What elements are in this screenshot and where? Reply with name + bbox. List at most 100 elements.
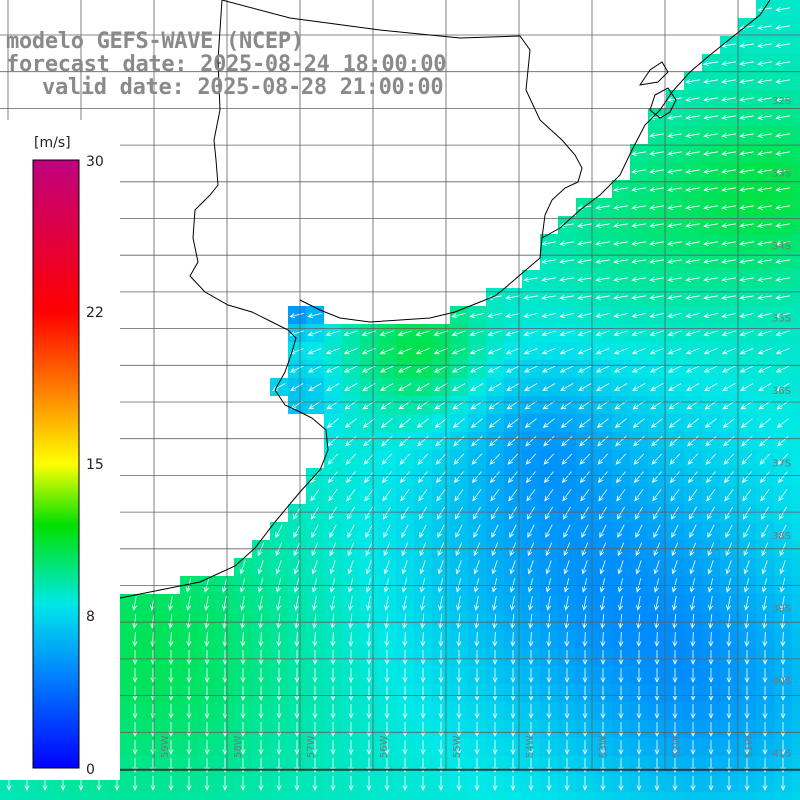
wind-arrow — [474, 631, 480, 647]
wind-arrow — [397, 348, 412, 355]
wind-arrow — [168, 704, 174, 719]
wind-arrow — [668, 383, 682, 391]
wind-arrow — [402, 740, 408, 755]
wind-arrow — [415, 365, 430, 373]
wind-arrow — [706, 489, 716, 502]
wind-arrow — [703, 168, 718, 174]
wind-arrow — [582, 722, 588, 737]
wind-arrow — [672, 613, 678, 629]
wind-arrow — [780, 704, 786, 719]
wind-arrow — [307, 330, 322, 337]
wind-arrow — [757, 258, 772, 264]
wind-arrow — [725, 524, 733, 539]
wind-arrow — [507, 471, 518, 484]
wind-arrow — [240, 740, 246, 755]
wind-arrow — [757, 168, 772, 174]
wind-arrow — [595, 222, 610, 228]
wind-arrow — [654, 631, 660, 647]
wind-arrow — [631, 365, 646, 373]
wind-arrow — [491, 560, 498, 575]
wind-arrow — [741, 436, 753, 447]
wind-arrow — [398, 383, 412, 391]
wind-arrow — [726, 613, 732, 629]
wind-arrow — [168, 686, 174, 701]
wind-arrow — [689, 524, 697, 539]
wind-arrow — [685, 204, 700, 210]
wind-arrow — [775, 96, 790, 102]
wind-arrow — [685, 348, 700, 355]
wind-arrow — [505, 348, 520, 355]
lon-label: 58W — [233, 735, 244, 758]
wind-speed-cell — [792, 270, 800, 288]
wind-speed-cell — [792, 738, 800, 756]
wind-arrow — [328, 506, 337, 520]
wind-arrow — [707, 560, 714, 575]
wind-arrow — [168, 596, 174, 611]
wind-arrow — [294, 740, 300, 755]
wind-arrow — [559, 294, 574, 300]
wind-arrow — [402, 722, 408, 737]
title-valid-date: valid date: 2025-08-28 21:00:00 — [42, 75, 444, 100]
wind-speed-cell — [792, 216, 800, 234]
wind-arrow — [276, 650, 282, 665]
wind-arrow — [258, 650, 264, 665]
wind-arrow — [703, 258, 718, 264]
wind-arrow — [489, 471, 500, 484]
wind-arrow — [150, 668, 156, 683]
wind-arrow — [366, 668, 372, 683]
wind-arrow — [470, 383, 484, 391]
wind-arrow — [721, 78, 736, 84]
wind-arrow — [671, 560, 678, 575]
wind-arrow — [721, 132, 736, 138]
wind-arrow — [775, 132, 790, 138]
wind-arrow — [364, 506, 373, 520]
wind-arrow — [186, 686, 192, 701]
wind-arrow — [528, 596, 534, 611]
wind-arrow — [582, 668, 588, 683]
wind-arrow — [258, 722, 264, 737]
wind-arrow — [652, 506, 661, 520]
wind-arrow — [258, 740, 264, 755]
wind-speed-cell — [792, 378, 800, 396]
wind-arrow — [438, 704, 444, 719]
wind-arrow — [330, 668, 336, 683]
wind-arrow — [667, 222, 682, 228]
wind-arrow — [451, 313, 466, 319]
wind-arrow — [617, 524, 625, 539]
wind-arrow — [616, 506, 625, 520]
wind-arrow — [347, 560, 354, 575]
wind-arrow — [438, 722, 444, 737]
wind-arrow — [326, 418, 339, 428]
wind-arrow — [344, 418, 357, 428]
wind-arrow — [402, 668, 408, 683]
wind-arrow — [708, 776, 714, 791]
wind-arrow — [761, 578, 768, 593]
wind-arrow — [366, 722, 372, 737]
wind-arrow — [721, 114, 736, 120]
wind-arrow — [618, 668, 624, 683]
wind-arrow — [473, 578, 480, 593]
wind-arrow — [276, 668, 282, 683]
wind-arrow — [402, 704, 408, 719]
wind-arrow — [652, 489, 662, 502]
wind-arrow — [346, 506, 355, 520]
wind-arrow — [668, 418, 681, 428]
wind-arrow — [667, 132, 682, 138]
wind-arrow — [325, 348, 340, 355]
wind-arrow — [330, 740, 336, 755]
wind-arrow — [600, 596, 606, 611]
wind-arrow — [600, 722, 606, 737]
wind-speed-cell — [432, 792, 450, 800]
wind-arrow — [778, 506, 787, 520]
wind-speed-cell — [594, 792, 612, 800]
colorbar-tick-0: 0 — [86, 762, 95, 778]
wind-arrow — [564, 704, 570, 719]
wind-speed-cell — [198, 792, 216, 800]
wind-arrow — [722, 383, 736, 391]
wind-arrow — [672, 686, 678, 701]
wind-arrow — [669, 453, 681, 465]
wind-speed-cell — [252, 792, 270, 800]
wind-arrow — [433, 348, 448, 355]
wind-arrow — [563, 524, 571, 539]
wind-arrow — [689, 578, 696, 593]
